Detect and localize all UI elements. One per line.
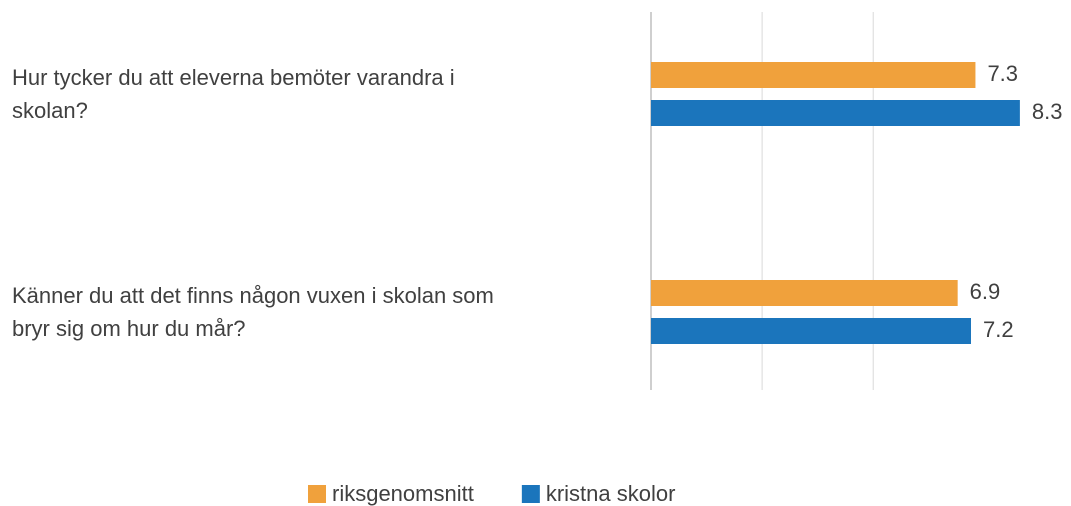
- bar: [651, 62, 976, 88]
- value-label: 7.2: [983, 317, 1014, 342]
- category-label: Känner du att det finns någon vuxen i sk…: [12, 283, 494, 341]
- bar: [651, 318, 971, 344]
- value-label: 7.3: [987, 61, 1018, 86]
- value-label: 8.3: [1032, 99, 1063, 124]
- legend-label: kristna skolor: [546, 481, 676, 506]
- value-label: 6.9: [970, 279, 1001, 304]
- bar: [651, 100, 1020, 126]
- legend-label: riksgenomsnitt: [332, 481, 474, 506]
- legend-swatch: [308, 485, 326, 503]
- category-label: Hur tycker du att eleverna bemöter varan…: [12, 65, 455, 123]
- legend-swatch: [521, 485, 540, 503]
- bar: [651, 280, 958, 306]
